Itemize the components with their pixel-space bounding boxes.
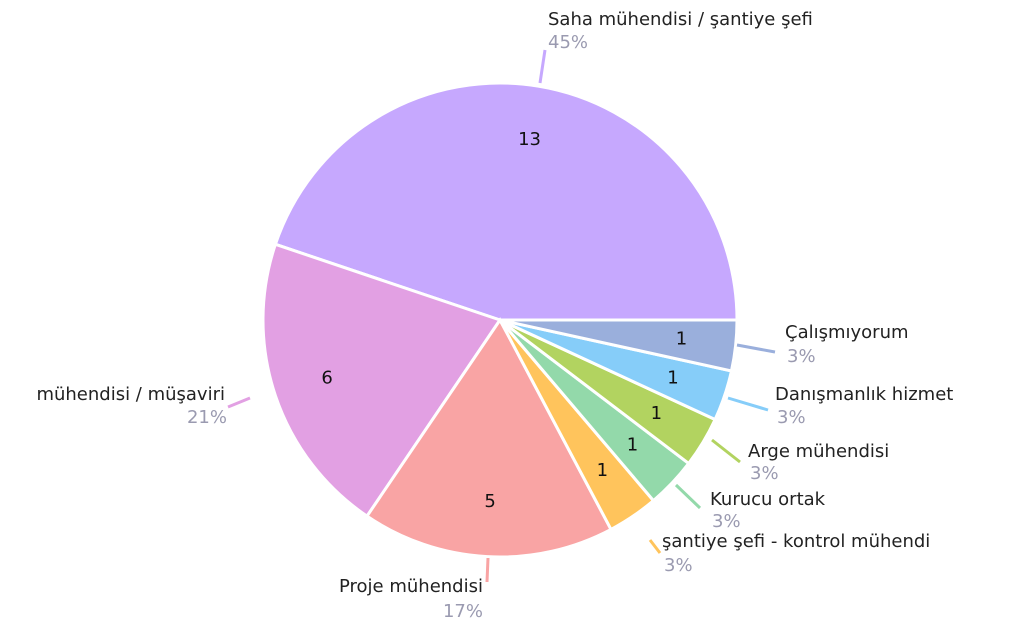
- slice-percent: 3%: [787, 346, 816, 367]
- slice-value: 1: [627, 434, 638, 455]
- slice-value: 1: [676, 329, 687, 350]
- slice-value: 1: [667, 367, 678, 388]
- slice-label: Proje mühendisi: [339, 576, 483, 597]
- pie-slice: [273, 81, 739, 322]
- leader-line: [736, 343, 776, 354]
- slice-percent: 21%: [187, 407, 227, 428]
- slice-percent: 3%: [750, 463, 779, 484]
- slice-value: 5: [484, 491, 495, 512]
- slice-label: Saha mühendisi / şantiye şefi: [548, 9, 813, 30]
- slice-percent: 3%: [712, 511, 741, 532]
- slice-label: mühendisi / müşaviri: [36, 384, 225, 405]
- leader-line: [538, 49, 547, 84]
- pie-slice: [364, 317, 614, 559]
- slice-label: şantiye şefi - kontrol mühendi: [662, 531, 930, 552]
- slice-percent: 17%: [443, 601, 483, 622]
- slice-percent: 3%: [664, 555, 693, 576]
- leader-line: [674, 483, 702, 510]
- slice-label: Arge mühendisi: [748, 441, 889, 462]
- slice-label: Danışmanlık hizmet: [775, 384, 953, 405]
- leader-line: [648, 539, 662, 554]
- slice-label: Kurucu ortak: [710, 489, 826, 510]
- pie-slice: [261, 242, 503, 519]
- leader-line: [711, 438, 741, 464]
- slice-value: 1: [651, 403, 662, 424]
- slice-value: 13: [518, 129, 541, 150]
- leader-line: [485, 557, 490, 583]
- slice-value: 1: [597, 460, 608, 481]
- slice-percent: 3%: [777, 407, 806, 428]
- leader-line: [727, 396, 769, 412]
- leader-line: [227, 396, 251, 409]
- pie-slice: [499, 318, 739, 373]
- slice-percent: 45%: [548, 32, 588, 53]
- slice-label: Çalışmıyorum: [785, 322, 909, 343]
- slice-value: 6: [321, 367, 332, 388]
